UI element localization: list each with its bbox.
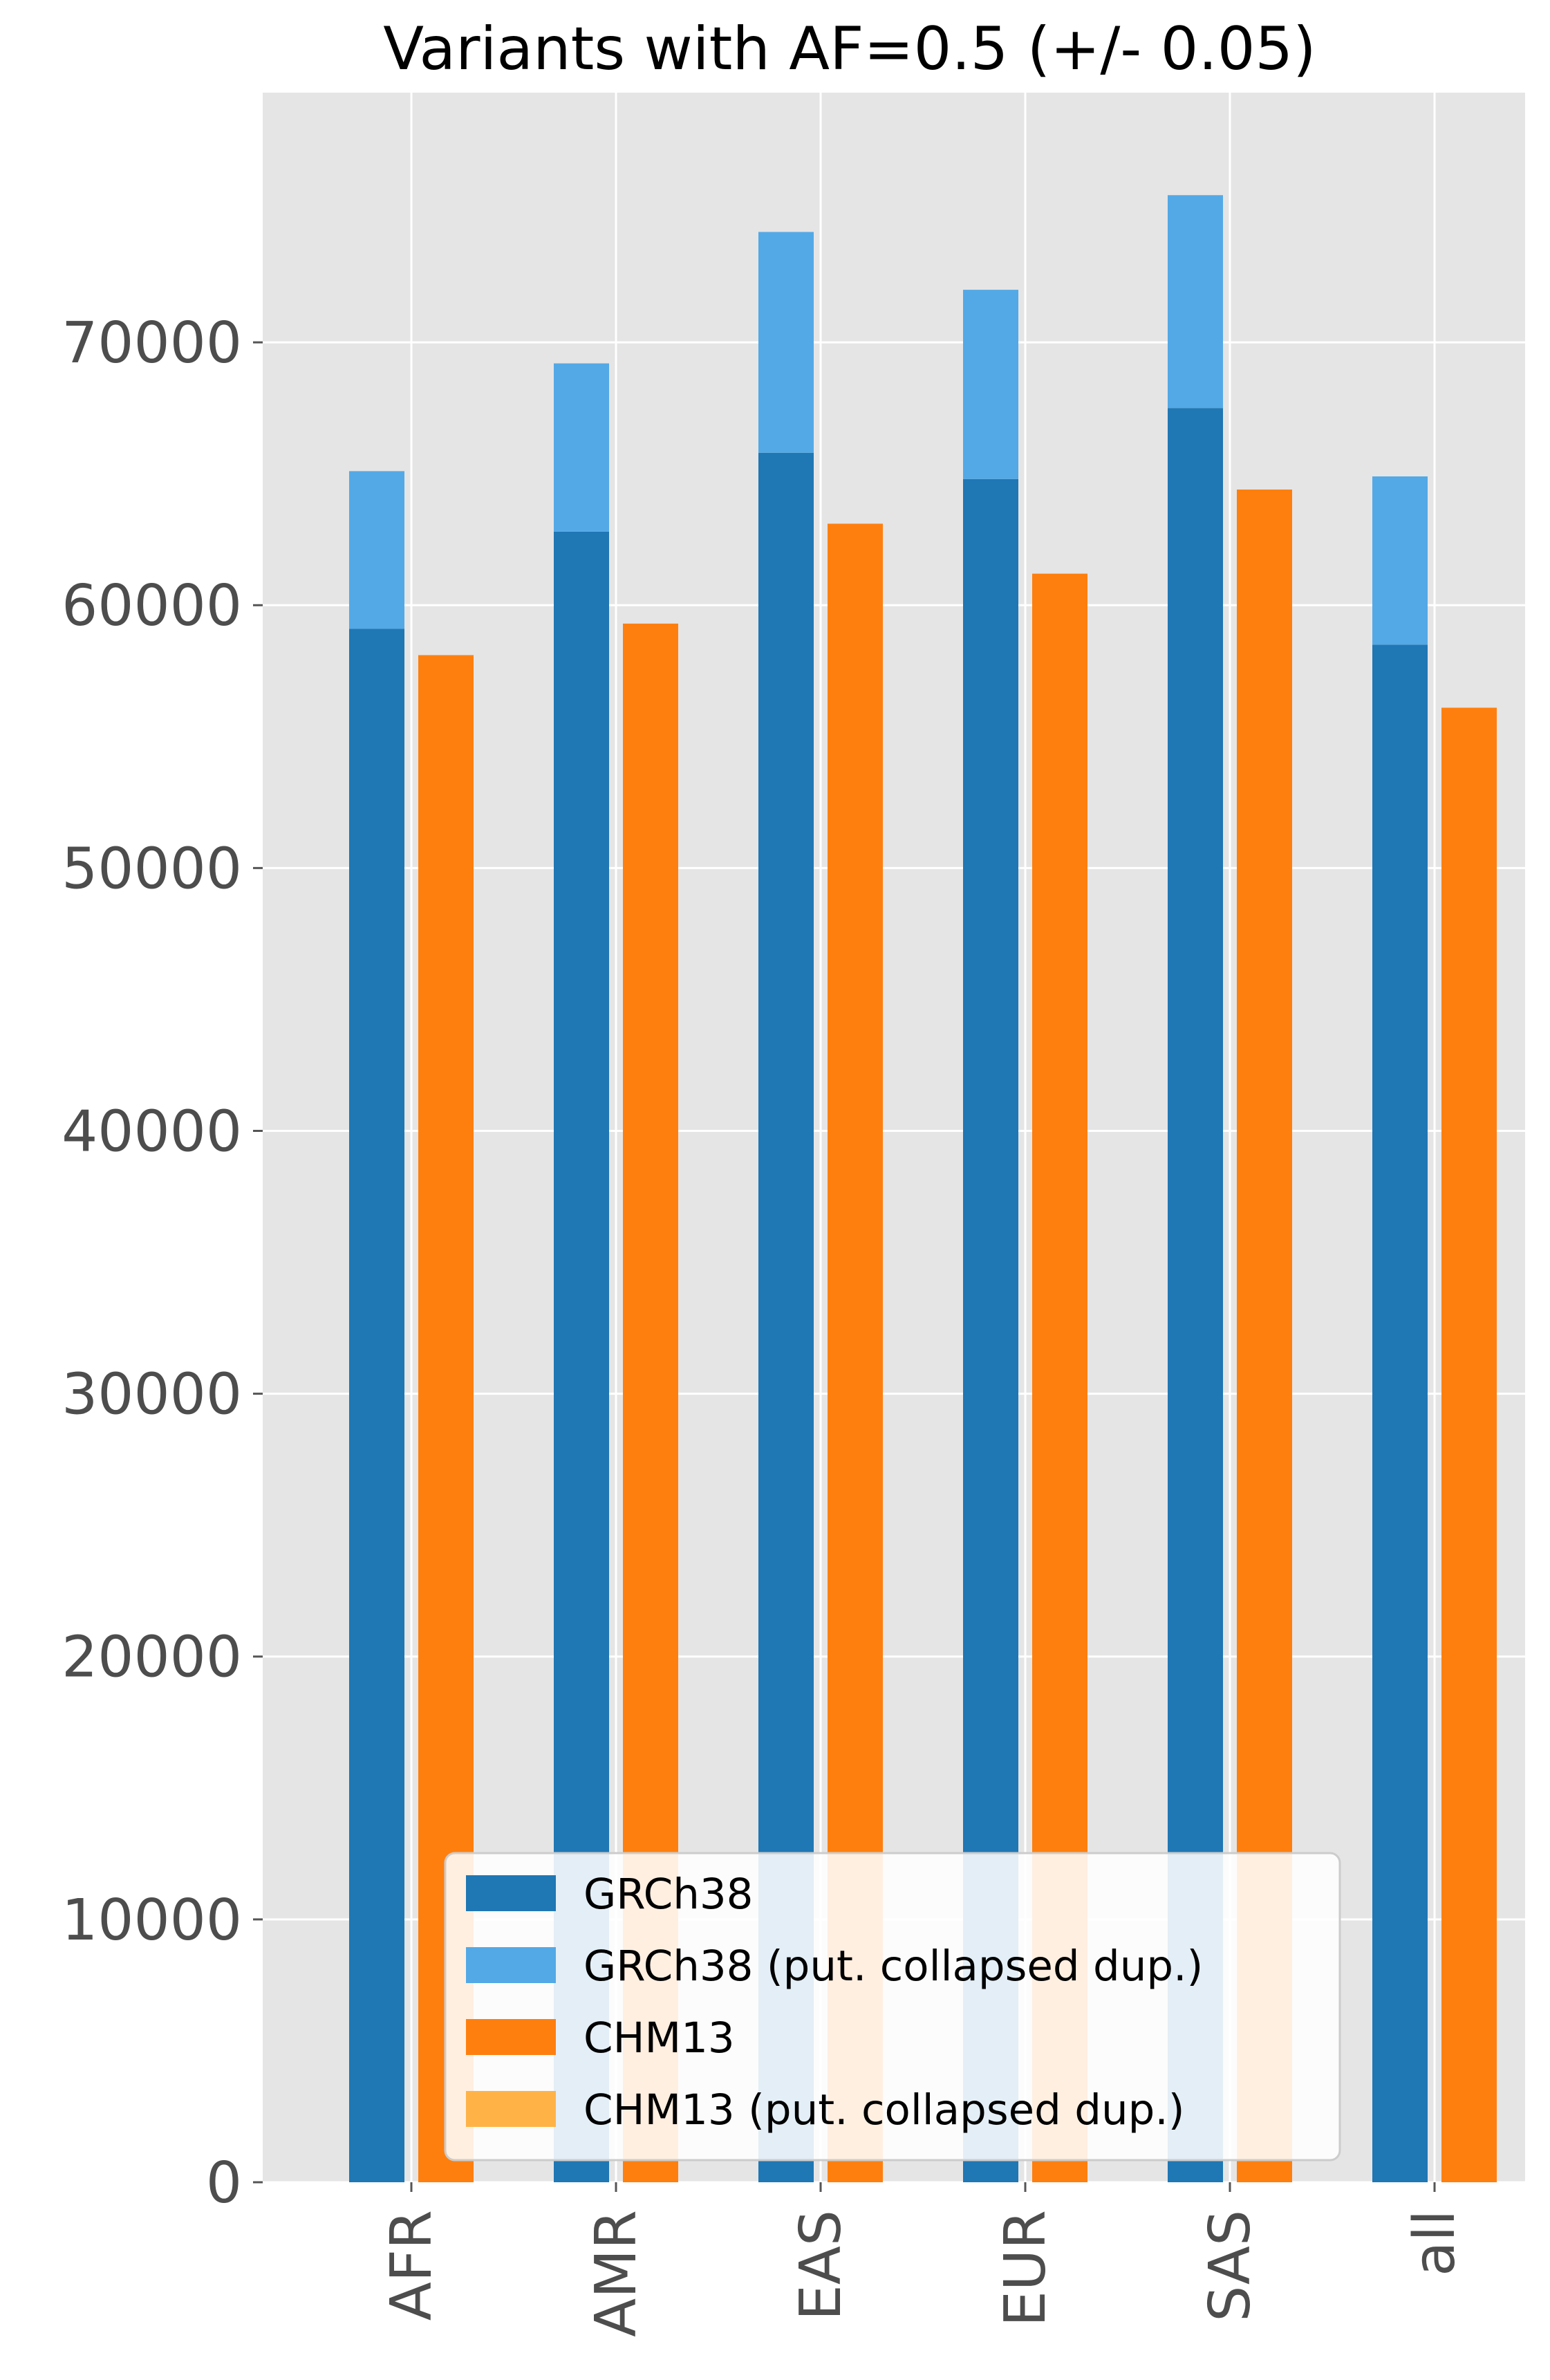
bar-grch38-collapsed-dup (554, 363, 609, 532)
bar-grch38-collapsed-dup (963, 290, 1018, 479)
x-axis: AFR AMR EAS EUR SAS all (379, 2182, 1468, 2337)
y-tick-label: 10000 (62, 1888, 242, 1953)
bar-grch38 (1372, 644, 1428, 2182)
x-tick-label: SAS (1197, 2210, 1263, 2322)
legend-label: GRCh38 (put. collapsed dup.) (583, 1942, 1203, 1991)
bar-grch38-collapsed-dup (1168, 195, 1223, 409)
x-tick-label: EUR (993, 2210, 1058, 2327)
x-tick-label: EAS (788, 2210, 854, 2321)
x-tick-label: AMR (583, 2210, 649, 2337)
bar-grch38-collapsed-dup (349, 471, 404, 629)
y-tick-label: 0 (206, 2150, 242, 2216)
legend-label: CHM13 (put. collapsed dup.) (583, 2085, 1185, 2135)
x-tick-label: all (1402, 2210, 1468, 2276)
bar-grch38-collapsed-dup (1372, 476, 1428, 645)
y-tick-label: 40000 (62, 1099, 242, 1164)
bar-chm13 (1441, 707, 1497, 2182)
y-tick-label: 20000 (62, 1625, 242, 1691)
y-tick-label: 60000 (62, 573, 242, 639)
chart-title: Variants with AF=0.5 (+/- 0.05) (383, 15, 1316, 84)
x-tick-label: AFR (379, 2210, 445, 2321)
legend-frame (444, 1852, 1341, 2161)
legend-swatch (466, 2091, 556, 2127)
legend-label: CHM13 (583, 2014, 735, 2063)
legend-swatch (466, 1947, 556, 1983)
legend-swatch (466, 1875, 556, 1911)
y-tick-label: 30000 (62, 1362, 242, 1428)
bar-grch38 (349, 629, 404, 2183)
bar-grch38-collapsed-dup (758, 232, 814, 453)
y-axis: 0 10000 20000 30000 40000 50000 60000 70000 (62, 310, 263, 2216)
legend-swatch (466, 2019, 556, 2055)
y-tick-label: 50000 (62, 836, 242, 902)
legend-label: GRCh38 (583, 1870, 754, 1919)
legend: GRCh38 GRCh38 (put. collapsed dup.) CHM13 C… (444, 1852, 1341, 2161)
y-tick-label: 70000 (62, 310, 242, 376)
